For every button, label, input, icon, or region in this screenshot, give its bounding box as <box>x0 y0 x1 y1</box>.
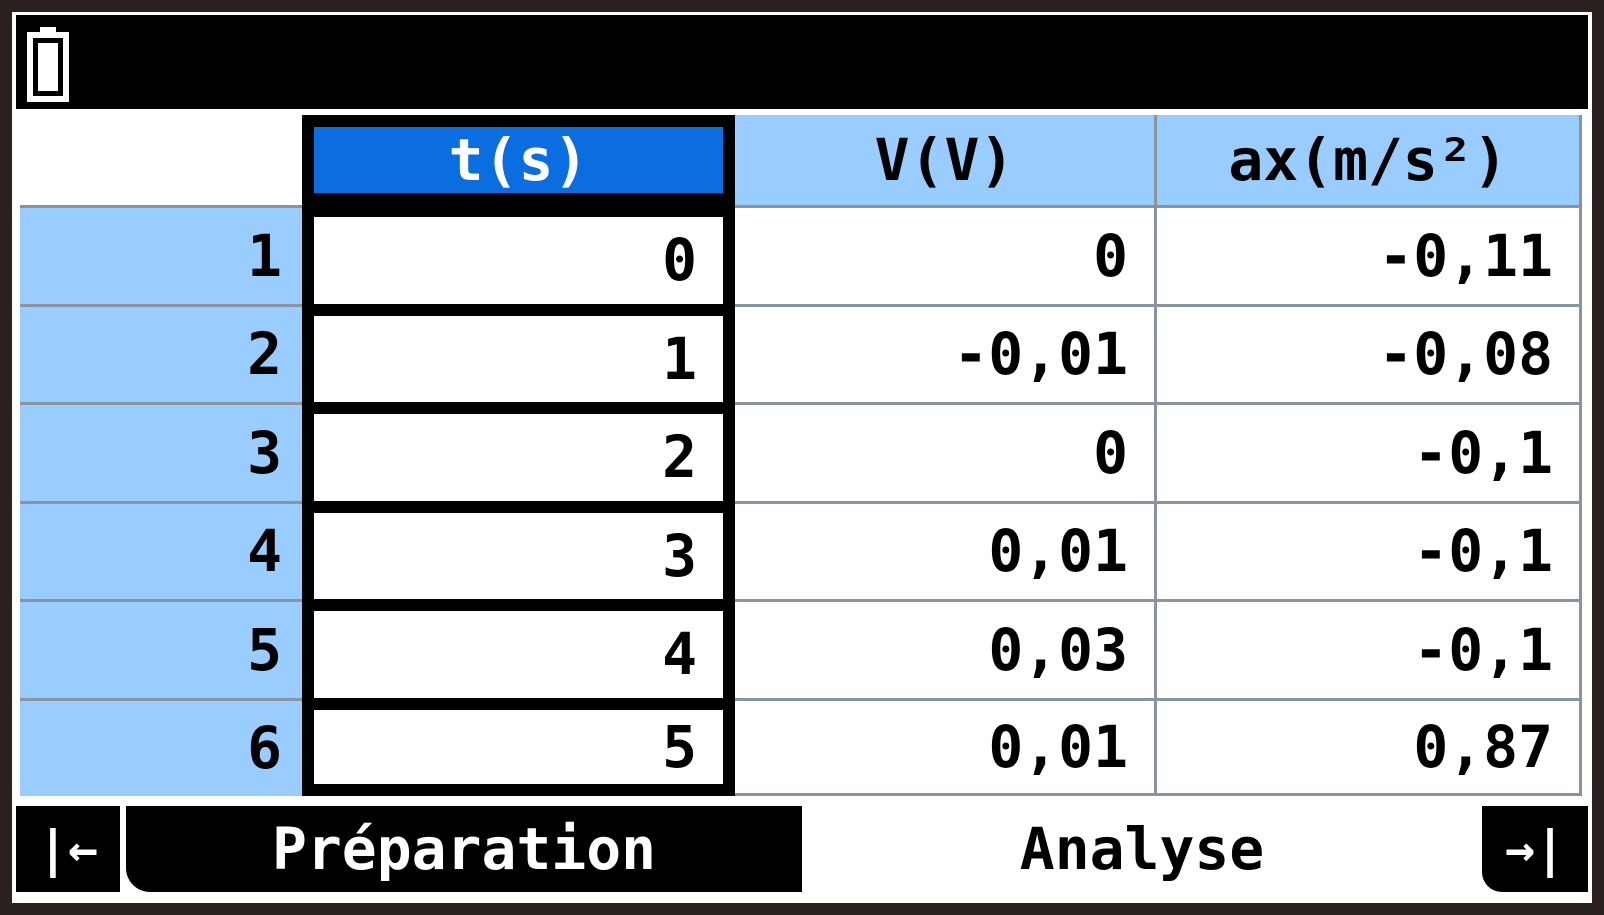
table-cell[interactable]: -0,08 <box>1157 303 1582 402</box>
row-number[interactable]: 3 <box>20 402 302 501</box>
table-cell[interactable]: -0,01 <box>735 303 1157 402</box>
table-cell[interactable]: 4 <box>302 599 735 698</box>
table-cell[interactable]: 0,01 <box>735 500 1157 599</box>
table-cell[interactable]: 1 <box>302 303 735 402</box>
table-cell[interactable]: 5 <box>302 697 735 796</box>
table-cell[interactable]: 2 <box>302 402 735 501</box>
row-number[interactable]: 4 <box>20 500 302 599</box>
row-number[interactable]: 6 <box>20 697 302 796</box>
table-cell[interactable]: 0,87 <box>1157 697 1582 796</box>
corner-cell <box>20 115 302 205</box>
row-number[interactable]: 5 <box>20 599 302 698</box>
table-cell[interactable]: -0,1 <box>1157 599 1582 698</box>
table-cell[interactable]: 0 <box>735 205 1157 304</box>
table-cell[interactable]: 0 <box>302 205 735 304</box>
table-cell[interactable]: -0,11 <box>1157 205 1582 304</box>
calculator-screen: t(s) V(V) ax(m/s²) 1 0 0 -0,11 2 1 -0,01 -0,08 3 2 0-… <box>12 12 1592 903</box>
table-cell[interactable]: -0,1 <box>1157 500 1582 599</box>
battery-icon <box>27 27 69 102</box>
scroll-right-button[interactable]: →| <box>1482 806 1588 892</box>
scroll-left-button[interactable]: |← <box>16 806 120 892</box>
table-cell[interactable]: 0,01 <box>735 697 1157 796</box>
column-header[interactable]: t(s) <box>302 115 735 205</box>
row-number[interactable]: 1 <box>20 205 302 304</box>
row-number[interactable]: 2 <box>20 303 302 402</box>
table-cell[interactable]: -0,1 <box>1157 402 1582 501</box>
column-header[interactable]: ax(m/s²) <box>1157 115 1582 205</box>
tab[interactable]: Analyse <box>802 806 1482 892</box>
table-cell[interactable]: 3 <box>302 500 735 599</box>
status-bar <box>16 15 1588 109</box>
table-cell[interactable]: 0 <box>735 402 1157 501</box>
column-header[interactable]: V(V) <box>735 115 1157 205</box>
table-cell[interactable]: 0,03 <box>735 599 1157 698</box>
tab[interactable]: Préparation <box>126 806 802 892</box>
